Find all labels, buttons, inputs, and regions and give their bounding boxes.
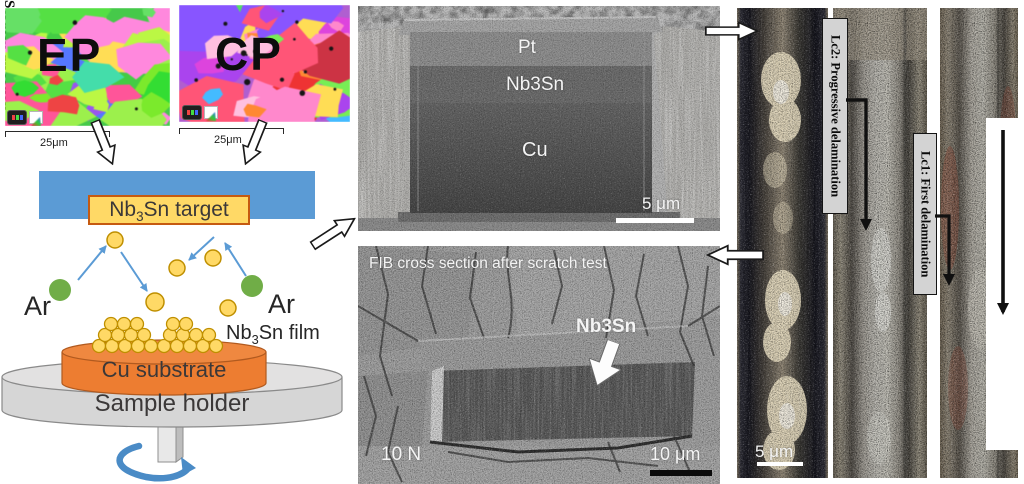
argon-ion-right bbox=[241, 275, 263, 297]
ebsd-cp-texture bbox=[179, 5, 350, 122]
rotation-shaft bbox=[157, 419, 184, 463]
ipf-triangle-icon bbox=[29, 111, 43, 126]
scratch-annotation-arrows bbox=[846, 98, 1009, 315]
ebsd-map-ep: EP bbox=[5, 8, 170, 126]
lc1-label-box: Lc1: First delamination bbox=[913, 133, 937, 295]
sputtered-atoms bbox=[106, 231, 237, 317]
ar-label-left: Ar bbox=[24, 291, 51, 321]
load-label: 10 N bbox=[381, 444, 422, 465]
sem-cross-section-texture bbox=[358, 6, 720, 231]
nb3sn-down-arrow bbox=[588, 338, 623, 387]
substrate-label: Cu substrate bbox=[101, 357, 227, 382]
ep-scale-label: 25μm bbox=[40, 137, 68, 149]
lc2-label-box: Lc2: Progressive delamination bbox=[822, 18, 848, 214]
ar-label-right: Ar bbox=[268, 289, 295, 319]
rotation-arrow bbox=[116, 442, 196, 482]
ebsd-map-cp: CP bbox=[179, 5, 350, 122]
sem-top-scalebar bbox=[616, 218, 694, 223]
lc1-label: Lc1: First delamination bbox=[918, 150, 933, 278]
holder-label: Sample holder bbox=[94, 390, 250, 417]
schematic-graphics bbox=[1, 231, 343, 482]
layer-label-cu: Cu bbox=[522, 139, 548, 161]
cp-scale-label: 25μm bbox=[214, 134, 242, 146]
flow-arrow-sem-to-track bbox=[705, 21, 759, 41]
ebsd-key-icon bbox=[183, 106, 201, 119]
scratch-track-lc2 bbox=[833, 8, 927, 478]
scratch-direction-panel bbox=[986, 118, 1024, 450]
ipf-triangle-icon bbox=[204, 106, 218, 121]
cp-letter: CP bbox=[215, 28, 283, 80]
sem-scratch-caption: FIB cross section after scratch test bbox=[369, 255, 607, 272]
sem-scratch-image: FIB cross section after scratch test Nb3… bbox=[357, 245, 721, 484]
ep-scalebar bbox=[5, 131, 110, 137]
cp-scalebar bbox=[179, 128, 284, 134]
film-label: Nb3Sn film bbox=[226, 322, 320, 347]
layer-label-nb3sn: Nb3Sn bbox=[506, 74, 565, 95]
track-scalebar bbox=[757, 462, 803, 466]
layer-label-pt: Pt bbox=[518, 37, 536, 58]
flow-arrow-track-to-fib bbox=[706, 244, 764, 266]
film-atom-pile bbox=[91, 316, 224, 354]
sem-scratch-texture bbox=[357, 245, 721, 484]
argon-ion-left bbox=[49, 279, 71, 301]
scratch-track-overview bbox=[737, 8, 828, 478]
sem-scratch-arrow-label: Nb3Sn bbox=[576, 316, 637, 337]
ebsd-key-icon bbox=[8, 111, 26, 124]
ebsd-ep-texture bbox=[5, 8, 170, 126]
sem-bottom-scale-label: 10 μm bbox=[650, 444, 701, 464]
ep-letter: EP bbox=[37, 29, 103, 81]
sem-top-scale-label: 5 μm bbox=[642, 194, 681, 213]
nb3sn-target-label-box: Nb3Sn target bbox=[88, 195, 250, 225]
ebsd-cp-legend-icons bbox=[183, 106, 218, 121]
target-label: Nb3Sn target bbox=[109, 198, 229, 225]
sem-bottom-scalebar bbox=[650, 470, 712, 476]
track-scale-label: 5 μm bbox=[755, 442, 794, 461]
lc2-label: Lc2: Progressive delamination bbox=[828, 34, 843, 198]
ebsd-ep-legend-icons bbox=[8, 111, 43, 126]
sem-cross-section-image: Pt Nb3Sn Cu 5 μm bbox=[358, 6, 720, 231]
